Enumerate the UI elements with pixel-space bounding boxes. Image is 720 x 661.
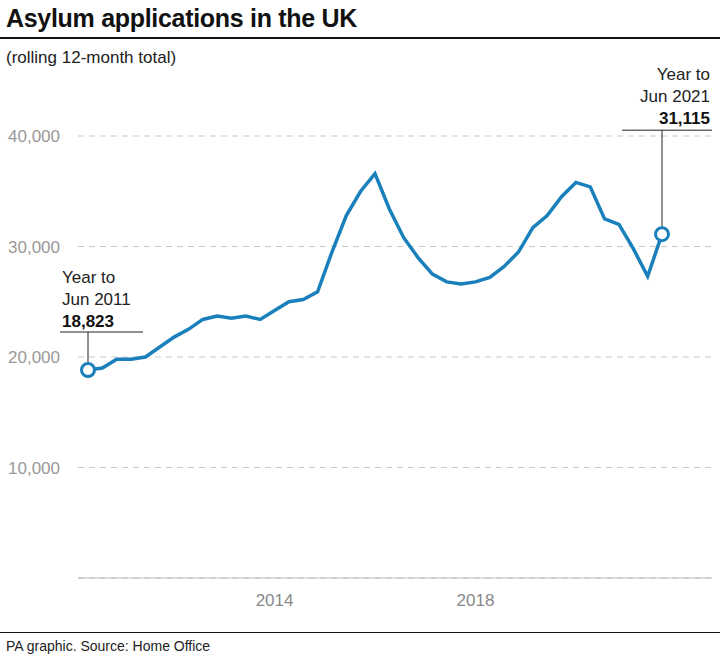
svg-text:2014: 2014 bbox=[256, 591, 294, 610]
svg-text:20,000: 20,000 bbox=[8, 348, 60, 367]
svg-text:31,115: 31,115 bbox=[659, 109, 710, 128]
html-text:(rolling 12-month total): (rolling 12-month total) bbox=[6, 48, 177, 67]
svg-text:Year to: Year to bbox=[657, 65, 710, 84]
html-text:PA graphic. Source: Home Offic: PA graphic. Source: Home Office bbox=[6, 638, 211, 654]
svg-text:Jun 2011: Jun 2011 bbox=[62, 290, 131, 309]
html-text:Asylum applications in the UK: Asylum applications in the UK bbox=[6, 4, 358, 32]
svg-text:40,000: 40,000 bbox=[8, 127, 60, 146]
svg-text:Year to: Year to bbox=[62, 268, 115, 287]
svg-text:18,823: 18,823 bbox=[62, 312, 114, 331]
svg-text:2018: 2018 bbox=[457, 591, 495, 610]
svg-text:10,000: 10,000 bbox=[8, 459, 60, 478]
svg-text:30,000: 30,000 bbox=[8, 238, 60, 257]
svg-text:Jun 2021: Jun 2021 bbox=[640, 87, 710, 106]
